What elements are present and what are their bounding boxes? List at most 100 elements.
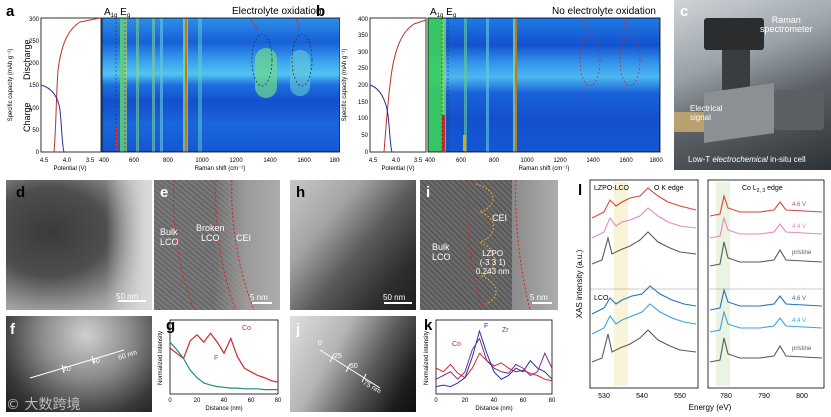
- panel-g-co-line: [169, 332, 279, 383]
- panel-b-heatmap: [428, 18, 660, 152]
- svg-text:780: 780: [720, 393, 732, 400]
- panel-l-label-44-bottom: 4.4 V: [792, 318, 806, 324]
- panel-l-xlabel: Energy (eV): [689, 403, 732, 412]
- panel-d-tem-image: [6, 180, 152, 310]
- k-xtick: 40: [491, 398, 498, 404]
- svg-text:1000: 1000: [195, 158, 209, 164]
- svg-text:1600: 1600: [619, 158, 633, 164]
- panel-g-legend-co: Co: [242, 325, 251, 332]
- panel-k-axes: [435, 319, 553, 395]
- panel-i-hrtem-image: [420, 180, 558, 310]
- panel-f-tick-40: 40: [92, 358, 100, 365]
- panel-e-broken-label: Broken LCO: [196, 223, 225, 243]
- panel-i-scalebar: [532, 302, 552, 304]
- panel-l-label-46-bottom: 4.6 V: [792, 296, 806, 302]
- panel-l-label-pristine-bottom: pristine: [792, 346, 812, 352]
- svg-text:600: 600: [129, 158, 140, 164]
- panel-l-label-pristine-top: pristine: [792, 250, 812, 256]
- panel-d-scalebar: [118, 300, 146, 302]
- panel-label-j: j: [296, 321, 301, 338]
- svg-text:4.5: 4.5: [40, 158, 49, 164]
- panel-l-label-44-top: 4.4 V: [792, 224, 806, 230]
- panel-a-ylabel: Specific capacity (mAh g⁻¹): [8, 49, 14, 122]
- panel-c-signal-label: Electrical signal: [690, 104, 723, 122]
- panel-label-g: g: [166, 317, 176, 334]
- svg-text:790: 790: [758, 393, 770, 400]
- svg-text:150: 150: [29, 83, 40, 89]
- svg-text:1400: 1400: [263, 158, 277, 164]
- panel-c-raman-label: Raman spectrometer: [760, 15, 813, 35]
- panel-e-hrtem-image: [154, 180, 280, 310]
- svg-text:100: 100: [29, 106, 40, 112]
- panel-b-raman-label: Raman shift (cm⁻¹): [519, 166, 570, 172]
- panel-l-ylabel: XAS intensity (a.u.): [575, 249, 584, 318]
- svg-text:400: 400: [358, 17, 369, 23]
- g-xtick: 0: [168, 398, 172, 404]
- svg-text:4.0: 4.0: [392, 158, 401, 164]
- panel-a-oxidation-ellipse-2: [291, 33, 313, 87]
- svg-text:100: 100: [358, 116, 369, 122]
- svg-text:1200: 1200: [553, 158, 567, 164]
- panel-i-bulk-label: Bulk LCO: [432, 242, 451, 262]
- panel-e-bulk-label: Bulk LCO: [160, 227, 179, 247]
- panel-k-legend-f: F: [484, 323, 488, 330]
- panel-b-charge-curve: [369, 84, 393, 153]
- g-xtick: 40: [221, 398, 228, 404]
- panel-k-ylabel: Normalized intensity: [424, 331, 430, 385]
- svg-text:550: 550: [674, 393, 686, 400]
- panel-l-title-left: LZPO-LCO: [594, 185, 630, 192]
- svg-text:1400: 1400: [586, 158, 600, 164]
- panel-label-i: i: [426, 184, 431, 201]
- panel-g-xlabel: Distance (nm): [205, 406, 242, 412]
- g-xtick: 80: [275, 398, 282, 404]
- panel-b-potential-label: Potential (V): [381, 166, 414, 172]
- panel-f-linescan: [29, 349, 125, 379]
- panel-k-zr-line: [435, 337, 553, 380]
- svg-text:0: 0: [36, 150, 40, 156]
- svg-text:3.5: 3.5: [86, 158, 95, 164]
- watermark: © 大数跨境: [6, 397, 81, 413]
- panel-g-ylabel: Normalized intensity: [158, 331, 164, 385]
- panel-b-ylabel: Specific capacity (mAh g⁻¹): [342, 49, 348, 122]
- panel-b-discharge-curve: [383, 19, 427, 153]
- panel-a-yticks: 0 50 100 150 200 250 300: [29, 17, 40, 156]
- svg-text:200: 200: [29, 61, 40, 67]
- svg-text:800: 800: [489, 158, 500, 164]
- panel-g-legend-f: F: [214, 355, 218, 362]
- panel-a-raman-label: Raman shift (cm⁻¹): [195, 166, 246, 172]
- panel-i-lzpo-label: LZPO (-3 3 1) 0.243 nm: [476, 249, 510, 277]
- panel-a-oxidation-ellipse-1: [251, 33, 273, 87]
- panel-h-tem-image: [290, 180, 416, 310]
- panel-l-title-left2: O K edge: [654, 185, 684, 192]
- panel-i-scale-label: 5 nm: [530, 293, 548, 302]
- panel-l-xticks-right: 780 790 800: [720, 393, 808, 400]
- svg-text:540: 540: [636, 393, 648, 400]
- panel-label-a: a: [6, 3, 15, 20]
- panel-label-f: f: [10, 321, 15, 338]
- svg-text:800: 800: [163, 158, 174, 164]
- panel-j-linescan: [319, 349, 381, 389]
- panel-a-raman-ticks: 400 600 800 1000 1200 1400 1600 1800: [99, 158, 340, 164]
- svg-text:250: 250: [358, 66, 369, 72]
- svg-text:1000: 1000: [520, 158, 534, 164]
- panel-g-axes: [169, 319, 279, 395]
- panel-g-f-line: [169, 341, 278, 391]
- panel-label-e: e: [160, 184, 169, 201]
- svg-text:4.5: 4.5: [369, 158, 378, 164]
- panel-b-potential-ticks: 4.5 4.0 3.5: [369, 158, 423, 164]
- panel-j-tick-25: 25: [334, 353, 342, 360]
- k-xtick: 0: [434, 398, 438, 404]
- svg-text:1200: 1200: [229, 158, 243, 164]
- panel-j-tick-0: 0: [318, 340, 322, 347]
- panel-d-scale-label: 50 nm: [116, 292, 139, 301]
- g-xtick: 60: [248, 398, 255, 404]
- panel-f-tick-20: 20: [63, 366, 71, 373]
- panel-b-ellipse-2: [619, 33, 641, 87]
- svg-text:300: 300: [29, 17, 40, 23]
- panel-b-raman-ticks: 400 600 800 1000 1200 1400 1600 1800: [425, 158, 663, 164]
- panel-k-co-line: [435, 352, 553, 382]
- panel-c-cell-label: Low-T electrochemical in-situ cell: [688, 155, 806, 164]
- panel-e-boundaries: [173, 180, 255, 310]
- panel-l-xticks-left: 530 540 550: [598, 393, 686, 400]
- panel-b-peak-label: A1g Eg: [430, 7, 456, 19]
